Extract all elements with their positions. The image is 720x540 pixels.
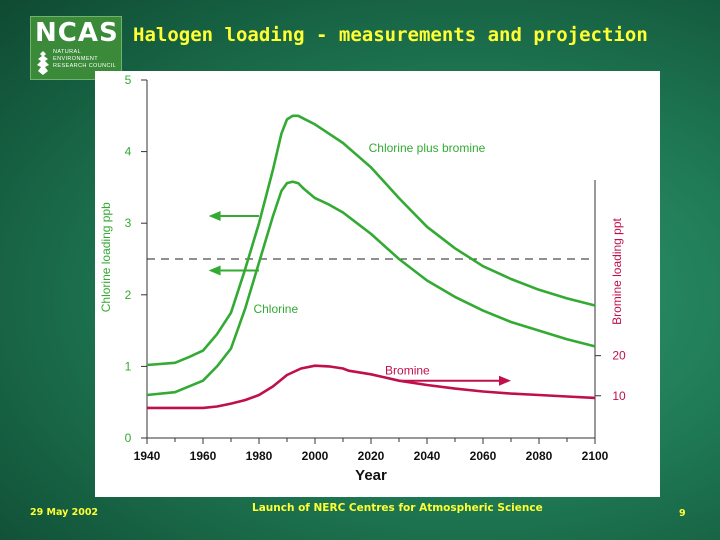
y-tick-label: 3 (125, 216, 132, 230)
arrow-head (208, 265, 221, 276)
x-axis-title: Year (355, 467, 387, 484)
x-tick-label: 2040 (414, 449, 441, 463)
y-axis-title: Chlorine loading ppb (99, 202, 113, 312)
x-tick-label: 1960 (190, 449, 217, 463)
x-tick-label: 2100 (582, 449, 609, 463)
slide-title: Halogen loading - measurements and proje… (133, 24, 648, 46)
footer-event: Launch of NERC Centres for Atmospheric S… (252, 502, 543, 514)
y-tick-label: 4 (125, 145, 132, 159)
y-tick-label: 1 (125, 359, 132, 373)
x-tick-label: 2060 (470, 449, 497, 463)
logo-line-2: ENVIRONMENT (53, 56, 99, 62)
chlorine-plus-bromine-line (146, 114, 596, 367)
series-annotation: Chlorine plus bromine (369, 141, 486, 155)
ncas-logo: NCAS NATURAL ENVIRONMENT RESEARCH COUNCI… (30, 16, 122, 80)
page-number: 9 (679, 508, 686, 519)
y2-axis-title: Bromine loading ppt (610, 217, 624, 324)
footer-date: 29 May 2002 (30, 507, 99, 518)
y2-tick-label: 10 (612, 389, 626, 403)
x-tick-label: 1980 (246, 449, 273, 463)
logo-line-1: NATURAL (53, 49, 82, 55)
x-tick-label: 2080 (526, 449, 553, 463)
chlorine-line (146, 180, 596, 397)
halogen-chart: 1940 1960 1980 2000 2020 2040 2060 2080 2100 0 1 2 3… (99, 73, 626, 484)
x-tick-label: 2020 (358, 449, 385, 463)
bromine-line (147, 364, 596, 410)
series-annotation: Chlorine (253, 302, 298, 316)
logo-mark-icon (37, 51, 49, 75)
y2-tick-label: 20 (612, 349, 626, 363)
y-tick-label: 5 (125, 73, 132, 87)
x-tick-label: 2000 (302, 449, 329, 463)
chart-panel: 1940 1960 1980 2000 2020 2040 2060 2080 2100 0 1 2 3… (95, 71, 660, 497)
y-tick-label: 2 (125, 288, 132, 302)
arrow-head (208, 211, 221, 222)
logo-subtitle: NATURAL ENVIRONMENT RESEARCH COUNCIL (53, 49, 116, 70)
y-tick-label: 0 (125, 431, 132, 445)
arrow-head (499, 375, 511, 386)
logo-title: NCAS (35, 18, 119, 48)
x-tick-label: 1940 (134, 449, 161, 463)
series-annotation: Bromine (385, 364, 430, 378)
logo-line-3: RESEARCH COUNCIL (53, 63, 117, 69)
